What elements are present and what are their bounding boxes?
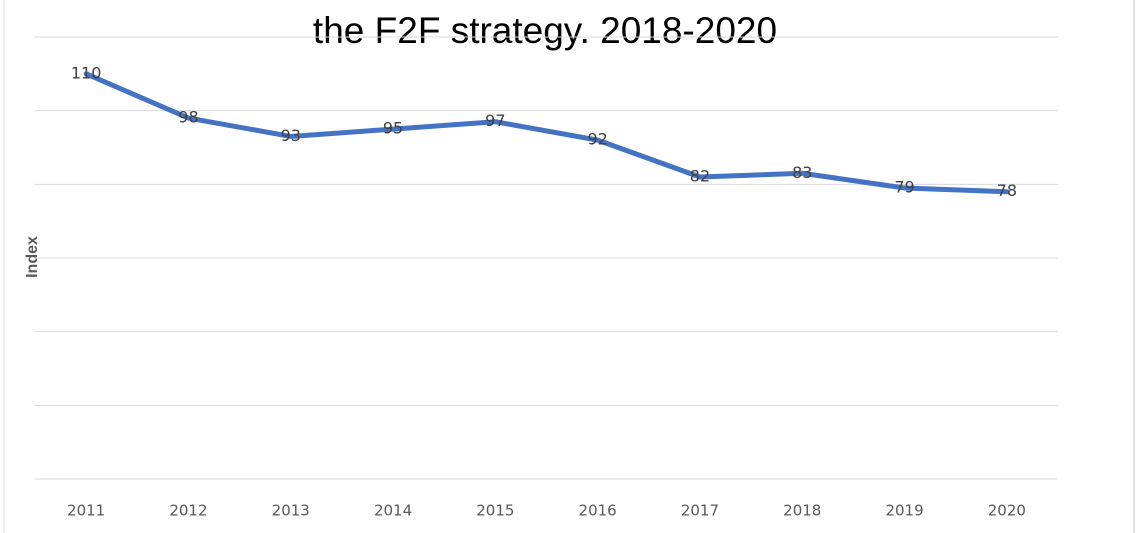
y-axis-label: Index	[24, 236, 41, 278]
data-label: 78	[997, 181, 1017, 200]
data-label: 110	[71, 63, 102, 82]
x-tick-label: 2017	[681, 502, 719, 520]
x-tick-label: 2014	[374, 502, 412, 520]
x-tick-label: 2019	[885, 502, 923, 520]
data-label: 83	[792, 163, 812, 182]
x-tick-label: 2018	[783, 502, 821, 520]
data-label: 92	[587, 130, 607, 149]
x-tick-label: 2012	[169, 502, 207, 520]
data-label: 97	[485, 111, 505, 130]
data-label: 98	[178, 108, 198, 127]
x-tick-label: 2020	[988, 502, 1026, 520]
data-label: 95	[383, 119, 403, 138]
chart-title: the F2F strategy. 2018-2020	[313, 10, 777, 51]
x-tick-label: 2016	[579, 502, 617, 520]
x-tick-label: 2011	[67, 502, 105, 520]
data-label: 79	[894, 178, 914, 197]
data-label: 93	[281, 126, 301, 145]
x-tick-label: 2015	[476, 502, 514, 520]
x-tick-label: 2013	[272, 502, 310, 520]
data-line	[83, 71, 1010, 195]
data-label: 82	[690, 166, 710, 185]
